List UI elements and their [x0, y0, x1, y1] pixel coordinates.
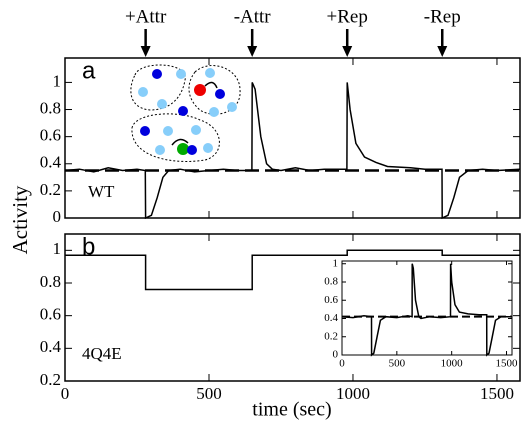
y-tick-label: 1 — [53, 71, 62, 90]
annotation: WT — [88, 182, 115, 201]
x-tick-label: 0 — [61, 384, 70, 403]
y-axis-label: Activity — [8, 185, 32, 254]
event-arrowhead — [140, 46, 151, 57]
y-tick-label: 0.4 — [324, 312, 338, 324]
y-tick-label: 1 — [333, 257, 339, 269]
event-label: +Rep — [327, 6, 368, 27]
y-tick-label: 0 — [333, 349, 339, 361]
x-tick-label: 1500 — [496, 358, 519, 370]
event-label: +Attr — [125, 6, 167, 27]
annotation: 4Q4E — [82, 344, 122, 363]
y-tick-label: 0 — [53, 207, 62, 226]
x-tick-label: 500 — [389, 358, 406, 370]
x-tick-label: 500 — [196, 384, 222, 403]
x-tick-label: 1000 — [441, 358, 464, 370]
y-tick-label: 0.4 — [40, 337, 62, 356]
y-tick-label: 0.6 — [40, 305, 61, 324]
x-tick-label: 1000 — [336, 384, 370, 403]
data-line — [64, 82, 521, 220]
data-line — [341, 263, 512, 357]
plot-frame — [341, 260, 513, 356]
y-tick-label: 0.6 — [40, 126, 61, 145]
cartoon — [130, 64, 241, 162]
event-arrowhead — [342, 46, 353, 57]
panel-label: b — [82, 233, 95, 260]
event-label: -Attr — [234, 6, 272, 27]
plot-frame — [64, 57, 521, 219]
y-tick-label: 0.8 — [40, 98, 61, 117]
x-tick-label: 0 — [339, 358, 345, 370]
x-tick-label: 1500 — [480, 384, 514, 403]
event-arrowhead — [247, 46, 258, 57]
data-line — [65, 249, 520, 291]
y-tick-label: 0.8 — [324, 276, 338, 288]
x-axis-label: time (sec) — [252, 399, 331, 421]
y-tick-label: 1 — [53, 239, 62, 258]
y-tick-label: 0.8 — [40, 272, 61, 291]
event-arrowhead — [437, 46, 448, 57]
event-label: -Rep — [424, 6, 461, 27]
y-tick-label: 0.2 — [40, 370, 61, 389]
y-tick-label: 0.4 — [40, 153, 62, 172]
y-tick-label: 0.2 — [324, 330, 338, 342]
panel-label: a — [82, 57, 96, 84]
y-tick-label: 0.2 — [40, 180, 61, 199]
inset-background — [342, 261, 512, 355]
plot-frame — [64, 233, 521, 382]
y-tick-label: 0.6 — [324, 294, 338, 306]
